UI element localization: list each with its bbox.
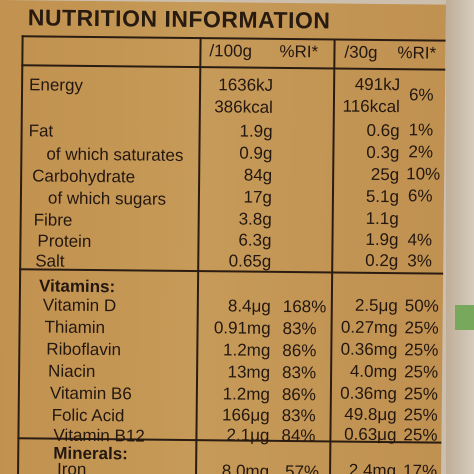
vitamin-per30: 49.8μg: [344, 404, 397, 425]
vitamin-per30: 0.36mg: [340, 383, 397, 404]
vitamin-per100: 8.4μg: [227, 296, 271, 316]
background-wall: [446, 0, 474, 474]
cereal-box-panel: NUTRITION INFORMATION /100g %RI* /30g %R…: [0, 0, 446, 474]
vitamin-ri100: 83%: [282, 362, 317, 383]
table-border-left: [17, 35, 24, 474]
vitamin-per100: 1.2mg: [222, 384, 270, 404]
vitamin-ri100: 86%: [281, 384, 317, 405]
header-ri-100g: %RI*: [279, 41, 319, 62]
mineral-name: Iron: [56, 459, 87, 474]
vitamin-ri100: 86%: [282, 340, 317, 361]
row-per100: 386kcal: [214, 97, 273, 117]
row-ri30: 6%: [407, 186, 433, 206]
row-name: Energy: [29, 75, 84, 95]
vitamin-ri30: 25%: [404, 318, 439, 338]
vitamin-per30: 0.36mg: [340, 339, 398, 360]
background-green-object: [455, 305, 474, 330]
row-ri30: 6%: [408, 85, 434, 105]
row-name: of which saturates: [46, 144, 184, 165]
vitamin-per100: 2.1μg: [226, 425, 270, 445]
vitamin-per100: 1.2mg: [222, 340, 271, 360]
vitamin-ri100: 84%: [281, 425, 316, 446]
vitamin-per100: 166μg: [221, 405, 270, 425]
vitamin-name: Thiamin: [44, 317, 106, 338]
vitamin-per100: 0.91mg: [213, 318, 271, 338]
row-name: Fat: [28, 121, 54, 141]
vitamin-ri30: 25%: [404, 340, 439, 360]
row-ri30: 4%: [407, 230, 433, 250]
vitamin-ri30: 25%: [403, 425, 438, 445]
row-per100: 6.3g: [238, 230, 272, 250]
row-ri30: 3%: [407, 251, 432, 271]
row-per100: 84g: [243, 165, 273, 185]
row-name: Protein: [37, 231, 92, 251]
row-ri30: 2%: [408, 142, 434, 162]
vitamin-ri30: 25%: [403, 405, 438, 425]
vitamin-per30: 4.0mg: [349, 361, 398, 382]
vitamin-name: Niacin: [48, 361, 96, 382]
vitamin-name: Folic Acid: [51, 405, 125, 426]
row-name: Fibre: [33, 210, 73, 230]
row-per30: 1.9g: [365, 229, 399, 250]
vitamin-name: Vitamin D: [42, 295, 117, 316]
row-per30: 5.1g: [365, 186, 400, 207]
row-name: of which sugars: [47, 188, 167, 209]
row-name: Carbohydrate: [32, 166, 136, 187]
mineral-ri100: 57%: [284, 462, 320, 474]
row-per100: 1.9g: [239, 121, 273, 141]
row-per30: 1.1g: [365, 208, 399, 229]
vitamin-per30: 2.5μg: [354, 295, 398, 316]
row-ri30: 10%: [406, 164, 441, 184]
vitamin-ri30: 25%: [403, 384, 439, 404]
nutrition-table: /100g %RI* /30g %RI* Energy 1636kJ 491kJ…: [17, 35, 446, 474]
row-per100: 0.9g: [239, 143, 273, 163]
table-rule-header: [21, 64, 446, 71]
mineral-ri30: 17%: [402, 461, 438, 474]
vitamin-per100: 13mg: [227, 362, 271, 382]
row-per30: 491kJ: [354, 74, 401, 95]
row-per100: 0.65g: [228, 251, 272, 271]
vitamin-name: Riboflavin: [46, 339, 122, 360]
vitamin-per30: 0.63μg: [344, 424, 397, 445]
header-per-30g: /30g: [344, 42, 378, 62]
mineral-per30: 2.4mg: [348, 460, 397, 474]
vitamin-ri100: 83%: [281, 405, 316, 426]
row-per30: 0.2g: [365, 250, 399, 271]
vitamin-ri30: 25%: [404, 362, 439, 382]
row-ri30: 1%: [408, 120, 434, 140]
row-name: Salt: [35, 251, 65, 271]
row-per30: 0.3g: [366, 142, 400, 163]
vitamin-per30: 0.27mg: [340, 317, 398, 338]
header-ri-30g: %RI*: [397, 43, 437, 63]
row-per30: 25g: [370, 164, 400, 185]
mineral-per100: 8.0mg: [221, 461, 270, 474]
row-per100: 3.8g: [238, 209, 272, 229]
row-per30: 0.6g: [366, 120, 400, 141]
row-per30: 116kcal: [342, 96, 401, 117]
vitamin-ri30: 50%: [404, 296, 439, 316]
header-per-100g: /100g: [209, 41, 253, 61]
row-per100: 1636kJ: [218, 75, 274, 95]
row-per100: 17g: [243, 187, 273, 207]
vitamin-ri100: 168%: [282, 296, 327, 317]
vitamin-ri100: 83%: [282, 318, 317, 339]
vitamin-name: Vitamin B6: [49, 383, 132, 404]
